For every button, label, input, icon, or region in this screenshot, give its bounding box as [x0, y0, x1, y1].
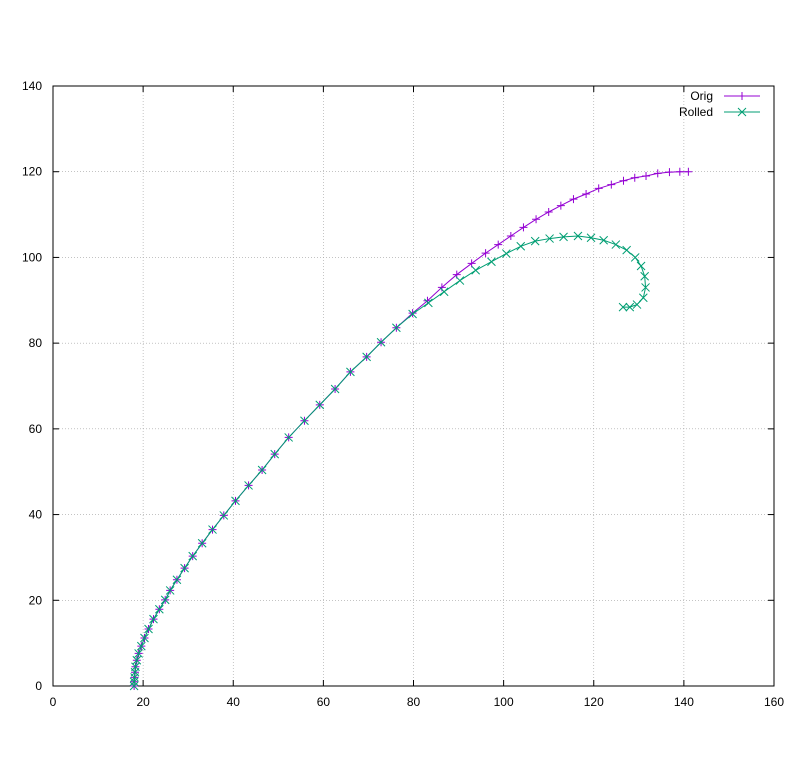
data-point-rolled	[362, 352, 371, 362]
y-tick-label: 100	[22, 250, 42, 264]
x-tick-label: 120	[584, 695, 604, 709]
data-point-orig	[532, 215, 541, 224]
data-point-rolled	[487, 257, 496, 267]
data-point-rolled	[545, 234, 554, 243]
data-point-rolled	[144, 624, 153, 634]
data-point-rolled	[376, 337, 386, 347]
data-point-orig	[569, 195, 578, 204]
data-point-rolled	[136, 641, 146, 651]
data-point-rolled	[630, 253, 640, 262]
y-tick-label: 0	[35, 679, 42, 693]
x-tick-label: 100	[494, 695, 514, 709]
data-point-orig	[642, 172, 651, 180]
data-point-orig	[665, 168, 674, 177]
data-point-orig	[630, 173, 639, 182]
y-tick-label: 80	[29, 336, 43, 350]
data-point-rolled	[618, 302, 628, 312]
data-point-orig	[408, 309, 417, 318]
x-tick-label: 140	[674, 695, 694, 709]
data-point-rolled	[346, 367, 355, 377]
data-point-rolled	[599, 235, 609, 245]
data-point-orig	[506, 232, 515, 240]
data-point-rolled	[586, 233, 596, 243]
grid	[53, 86, 774, 686]
x-tick-label: 0	[50, 695, 57, 709]
data-point-rolled	[270, 449, 280, 459]
legend: Orig Rolled	[679, 89, 760, 119]
data-point-rolled	[640, 271, 650, 281]
x-tick-label: 20	[136, 695, 150, 709]
data-point-rolled	[140, 633, 149, 643]
data-point-rolled	[132, 655, 142, 665]
data-point-rolled	[129, 681, 139, 691]
data-point-rolled	[172, 575, 182, 585]
data-point-rolled	[231, 496, 240, 506]
data-point-rolled	[625, 302, 635, 312]
data-point-orig	[675, 167, 684, 176]
data-point-rolled	[516, 241, 526, 251]
data-point-rolled	[641, 283, 650, 292]
y-tick-label: 120	[22, 165, 42, 179]
data-point-rolled	[244, 481, 253, 490]
data-point-rolled	[154, 604, 164, 614]
data-point-rolled	[330, 384, 340, 394]
legend-marker-rolled	[737, 107, 747, 117]
data-point-rolled	[408, 309, 417, 319]
data-point-orig	[481, 249, 490, 258]
legend-marker-orig	[738, 92, 746, 100]
data-point-rolled	[439, 287, 449, 297]
data-point-rolled	[392, 323, 401, 333]
x-tick-label: 160	[764, 695, 784, 709]
data-point-rolled	[530, 236, 540, 246]
data-point-rolled	[134, 649, 143, 658]
data-point-rolled	[424, 298, 433, 308]
data-point-rolled	[501, 249, 511, 258]
data-point-rolled	[257, 465, 267, 475]
data-point-rolled	[219, 511, 229, 520]
y-tick-label: 40	[29, 508, 43, 522]
x-tick-label: 40	[227, 695, 241, 709]
series-rolled	[129, 231, 650, 691]
data-point-rolled	[160, 595, 170, 605]
data-point-rolled	[197, 538, 207, 548]
y-tick-label: 140	[22, 79, 42, 93]
data-point-rolled	[471, 265, 481, 275]
data-point-rolled	[611, 240, 621, 249]
data-point-orig	[684, 167, 693, 176]
data-point-orig	[467, 259, 476, 268]
data-point-rolled	[622, 245, 631, 255]
data-point-rolled	[559, 232, 568, 242]
data-point-rolled	[632, 300, 642, 309]
y-tick-label: 20	[29, 593, 43, 607]
data-point-rolled	[165, 586, 175, 595]
data-point-orig	[582, 190, 591, 198]
data-point-rolled	[300, 416, 309, 426]
data-point-rolled	[284, 433, 294, 442]
x-tick-label: 60	[317, 695, 331, 709]
data-point-rolled	[455, 276, 465, 285]
data-point-orig	[607, 180, 616, 189]
legend-label-rolled: Rolled	[679, 105, 713, 119]
axis-ticks: 0 20 40 60 80 100 120 140 160 0 20 40 60 80 100 120 140	[22, 79, 784, 709]
data-point-orig	[619, 176, 628, 185]
data-point-orig	[653, 169, 662, 178]
x-tick-label: 80	[407, 695, 421, 709]
data-point-rolled	[180, 563, 189, 573]
data-point-orig	[556, 201, 565, 210]
data-point-rolled	[636, 261, 646, 271]
data-point-orig	[544, 208, 553, 216]
data-point-orig	[594, 184, 603, 193]
data-point-orig	[519, 223, 528, 232]
data-point-rolled	[188, 551, 198, 561]
data-point-orig	[494, 240, 503, 249]
data-point-rolled	[149, 614, 158, 624]
legend-label-orig: Orig	[690, 89, 713, 103]
data-point-rolled	[573, 231, 583, 241]
series-group	[129, 167, 693, 691]
data-point-rolled	[315, 400, 325, 410]
series-line-rolled	[133, 235, 647, 686]
data-point-rolled	[208, 525, 217, 534]
y-tick-label: 60	[29, 422, 43, 436]
